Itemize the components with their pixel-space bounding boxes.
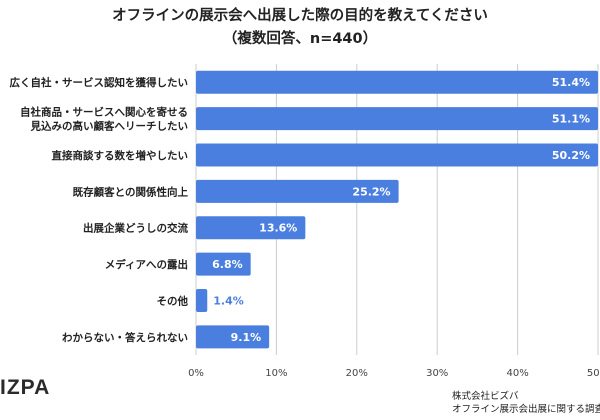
bar (196, 143, 598, 167)
data-label: 13.6% (259, 222, 297, 235)
x-tick-label: 30% (426, 368, 448, 379)
bar (196, 107, 598, 131)
x-tick-label: 10% (265, 368, 287, 379)
data-label: 25.2% (352, 185, 390, 198)
x-tick-label: 50% (587, 368, 600, 379)
data-label: 51.1% (552, 113, 590, 126)
x-tick-label: 20% (346, 368, 368, 379)
category-label: 自社商品・サービスへ関心を寄せる見込みの高い顧客へリーチしたい (20, 106, 188, 133)
data-label: 9.1% (231, 331, 262, 344)
category-label: 広く自社・サービス認知を獲得したい (10, 76, 189, 89)
data-label: 1.4% (213, 294, 244, 307)
data-label: 50.2% (552, 149, 590, 162)
bar (196, 70, 598, 94)
x-tick-label: 0% (188, 368, 204, 379)
bar (196, 325, 270, 349)
category-label: 直接商談する数を増やしたい (52, 149, 189, 162)
bar (196, 288, 208, 312)
category-label: 既存顧客との関係性向上 (73, 185, 189, 198)
category-label: わからない・答えられない (62, 331, 188, 344)
category-label: その他 (157, 294, 189, 307)
bar (196, 179, 399, 203)
company-logo: IZPA (0, 376, 51, 399)
credit-company: 株式会社ビズバ (452, 391, 519, 402)
x-tick-label: 40% (506, 368, 528, 379)
bar (196, 252, 251, 276)
data-label: 6.8% (212, 258, 243, 271)
chart-title: オフラインの展示会へ出展した際の目的を教えてください (112, 8, 488, 24)
category-label: 出展企業どうしの交流 (83, 222, 188, 235)
bar (196, 216, 306, 240)
chart-subtitle: （複数回答、n=440） (222, 31, 378, 47)
category-label: メディアへの露出 (105, 258, 188, 271)
credit-survey: オフライン展示会出展に関する調査 (452, 404, 600, 415)
data-label: 51.4% (552, 76, 590, 89)
